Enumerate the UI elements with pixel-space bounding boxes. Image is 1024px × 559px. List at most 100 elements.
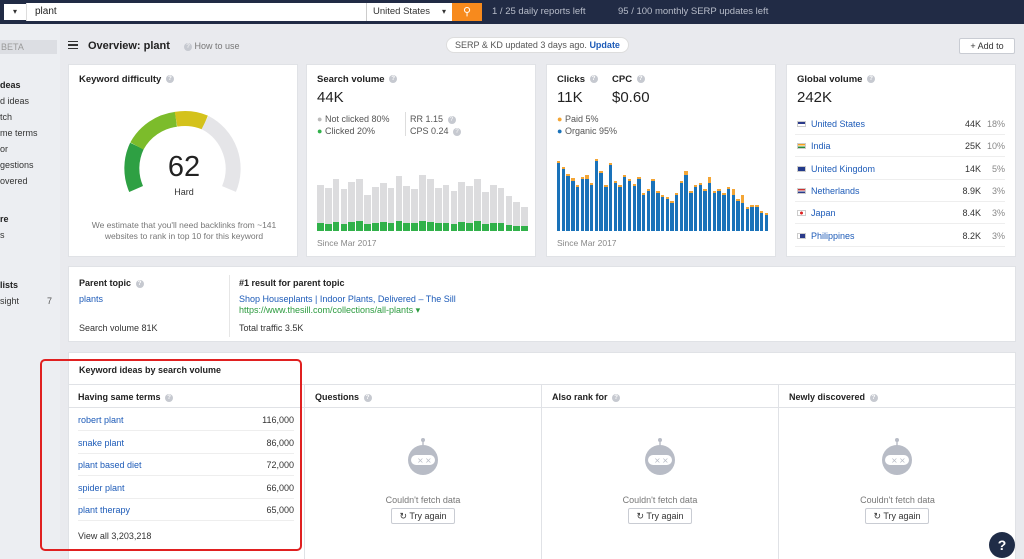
sidebar-item-insight[interactable]: sight [0,296,20,306]
kd-gauge [124,111,241,192]
country-row[interactable]: Japan 8.4K 3% [795,202,1005,225]
bar-segment-clicked [434,223,442,231]
kd-title: Keyword difficulty ? [79,74,174,85]
country-percent: 3% [991,208,1005,219]
keyword-row: spider plant 66,000 [78,476,294,499]
keyword-volume: 65,000 [266,505,294,516]
try-again-button[interactable]: ↻ Try again [865,508,929,524]
keyword-link[interactable]: snake plant [78,437,125,448]
search-volume-bar [411,189,418,231]
sidebar-item-same-terms[interactable]: me terms [0,128,38,138]
country-name[interactable]: Philippines [811,230,855,241]
bar-segment-paid [665,197,669,199]
sidebar-heading-ideas[interactable]: deas [0,80,21,90]
help-circle-icon[interactable]: ? [869,393,878,402]
help-circle-icon[interactable]: ? [867,75,876,84]
bar-segment-paid [684,171,688,175]
bar-segment-organic [594,161,599,231]
try-again-button[interactable]: ↻ Try again [628,508,692,524]
no-data-text: Couldn't fetch data [385,495,461,505]
country-row[interactable]: United States 44K 18% [795,113,1005,135]
top-result-url[interactable]: https://www.thesill.com/collections/all-… [239,305,421,315]
search-volume-bar [434,187,442,231]
clicks-title: Clicks ? [557,74,598,85]
parent-topic-link[interactable]: plants [79,294,104,304]
clicks-value: 11K [557,89,583,106]
country-name[interactable]: India [811,141,831,152]
bar-segment-paid [641,193,646,195]
search-button[interactable]: ⚲ [452,3,482,21]
help-circle-icon[interactable]: ? [589,75,598,84]
clicks-bar [684,171,688,231]
bar-segment-clicked [372,223,379,231]
update-link[interactable]: Update [589,40,620,50]
country-name[interactable]: United Kingdom [811,163,876,174]
bar-segment-organic [708,183,712,231]
clicks-bar [741,195,745,231]
bar-segment-not-clicked [364,195,371,225]
country-row[interactable]: Netherlands 8.9K 3% [795,180,1005,202]
sidebar-item-for[interactable]: or [0,144,9,154]
country-name[interactable]: Netherlands [811,185,860,196]
sidebar-item-s[interactable]: s [0,230,5,240]
sidebar-item-ideas[interactable]: d ideas [0,96,30,106]
bar-segment-paid [736,199,740,201]
sidebar-heading-more[interactable]: re [0,214,9,224]
clicks-bar [632,184,636,231]
help-circle-icon[interactable]: ? [389,75,398,84]
help-circle-icon[interactable]: ? [135,279,144,288]
help-circle-icon[interactable]: ? [636,75,645,84]
clicks-title-text: Clicks [557,74,585,85]
keyword-link[interactable]: plant therapy [78,505,131,516]
clicks-bar [571,178,575,231]
global-volume-title-text: Global volume [797,74,863,85]
help-chat-button[interactable]: ? [989,532,1015,558]
bar-segment-organic [755,207,759,231]
search-volume-bar [489,184,497,231]
bar-segment-clicked [387,223,395,231]
clicks-bar [674,193,679,231]
bar-segment-organic [580,179,585,231]
country-row[interactable]: India 25K 10% [795,135,1005,158]
bar-segment-paid [698,183,702,185]
clicks-bar [651,179,655,231]
how-to-use-label: How to use [194,41,240,51]
bar-segment-clicked [497,223,505,231]
keyword-link[interactable]: spider plant [78,482,125,493]
bar-segment-paid [585,175,589,179]
try-again-button[interactable]: ↻ Try again [391,508,455,524]
bar-segment-organic [561,169,566,231]
bar-segment-not-clicked [324,187,332,225]
add-to-button[interactable]: + Add to [959,38,1015,54]
refresh-icon: ↻ [399,511,407,521]
country-row[interactable]: Philippines 8.2K 3% [795,225,1005,247]
sidebar-heading-lists[interactable]: lists [0,280,19,290]
bar-segment-paid [623,175,627,177]
bar-segment-organic [656,193,660,231]
help-circle-icon[interactable]: ? [447,115,456,124]
bar-segment-not-clicked [521,206,529,227]
help-circle-icon[interactable]: ? [612,393,621,402]
keyword-link[interactable]: plant based diet [78,460,142,471]
help-circle-icon[interactable]: ? [165,75,174,84]
clicks-bar [561,167,566,231]
view-all-link[interactable]: View all 3,203,218 [78,531,152,541]
country-name[interactable]: United States [811,119,866,129]
bar-segment-paid [745,207,750,209]
help-circle-icon[interactable]: ? [453,127,462,136]
sidebar-item-suggestions[interactable]: gestions [0,160,34,170]
mode-dropdown[interactable]: ▾ [4,4,26,20]
country-name[interactable]: Japan [811,208,836,219]
keyword-link[interactable]: robert plant [78,415,124,425]
menu-icon[interactable] [68,41,78,49]
country-select[interactable]: United States ▾ [366,3,452,21]
how-to-use-link[interactable]: ? How to use [182,41,240,51]
help-circle-icon[interactable]: ? [165,393,174,402]
help-circle-icon[interactable]: ? [363,393,372,402]
sidebar-item-match[interactable]: tch [0,112,13,122]
search-input[interactable]: plant [26,3,366,21]
country-row[interactable]: United Kingdom 14K 5% [795,158,1005,180]
top-result-link[interactable]: Shop Houseplants | Indoor Plants, Delive… [239,294,456,304]
try-again-label: Try again [646,511,684,521]
sidebar-item-discovered[interactable]: overed [0,176,28,186]
